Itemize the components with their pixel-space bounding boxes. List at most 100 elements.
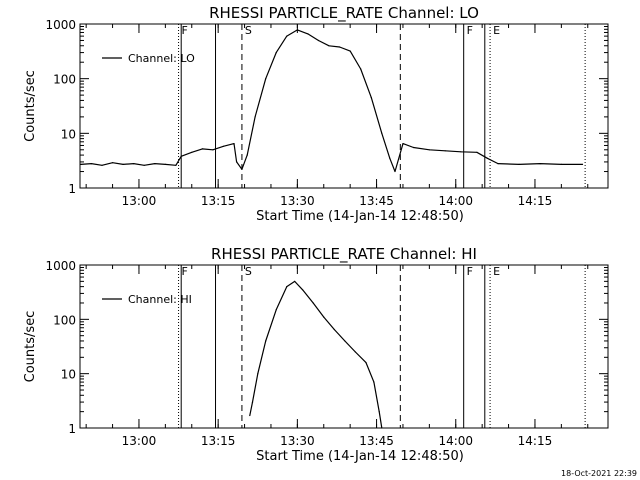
x-tick-label: 14:00 <box>438 434 473 448</box>
y-tick-label: 100 <box>53 73 76 87</box>
marker-label: F <box>467 265 473 278</box>
marker-label: E <box>493 24 500 37</box>
data-point <box>275 52 277 54</box>
data-point <box>476 151 478 153</box>
data-point <box>80 163 82 165</box>
data-point <box>344 340 346 342</box>
marker-label: F <box>467 24 473 37</box>
data-point <box>412 146 415 149</box>
data-point <box>339 46 341 48</box>
plot-frame <box>79 264 609 429</box>
plot-frame <box>79 23 609 189</box>
data-point <box>143 164 145 166</box>
data-point <box>307 33 309 35</box>
data-point <box>241 168 243 170</box>
data-point <box>428 149 430 151</box>
data-point <box>249 414 251 417</box>
data-point <box>286 35 288 37</box>
data-point <box>90 163 92 165</box>
data-point <box>444 150 446 152</box>
data-point <box>373 381 375 383</box>
data-point <box>497 163 499 165</box>
data-point <box>154 163 156 165</box>
data-point <box>286 286 288 288</box>
chart-title: RHESSI PARTICLE_RATE Channel: LO <box>209 4 479 23</box>
x-tick-label: 14:00 <box>438 194 473 208</box>
data-point <box>539 163 541 165</box>
data-point <box>312 302 314 304</box>
legend-label: Channel: HI <box>128 293 192 306</box>
chart-panel-hi: RHESSI PARTICLE_RATE Channel: HI 1 10 100 10… <box>23 245 609 464</box>
data-point <box>317 39 320 42</box>
data-point <box>323 316 325 318</box>
data-point <box>222 145 224 147</box>
marker-label: E <box>493 265 500 278</box>
data-point <box>328 45 330 47</box>
data-point <box>175 164 177 166</box>
chart-title: RHESSI PARTICLE_RATE Channel: HI <box>211 245 477 264</box>
series-line <box>249 280 383 429</box>
x-tick-label: 13:45 <box>359 434 394 448</box>
x-tick-label: 13:15 <box>201 434 236 448</box>
data-point <box>560 163 563 165</box>
marker-label: F <box>182 265 188 278</box>
data-point <box>296 29 298 31</box>
data-point <box>460 151 462 153</box>
data-point <box>265 340 267 342</box>
data-point <box>133 163 135 165</box>
x-axis-label: Start Time (14-Jan-14 12:48:50) <box>256 209 464 224</box>
data-point <box>191 151 193 153</box>
data-point <box>212 149 214 151</box>
data-point <box>122 163 124 165</box>
data-point <box>349 50 351 52</box>
y-tick-label: 10 <box>61 368 76 382</box>
data-point <box>164 163 166 165</box>
generation-timestamp: 18-Oct-2021 22:39 <box>561 469 637 478</box>
data-point <box>246 154 248 156</box>
data-point <box>389 157 391 159</box>
data-point <box>275 309 277 311</box>
data-point <box>254 116 256 118</box>
x-tick-label: 13:15 <box>201 194 236 208</box>
series-line <box>80 29 583 173</box>
data-point <box>365 362 367 364</box>
data-point <box>265 78 267 80</box>
data-point <box>402 143 404 145</box>
data-point <box>112 162 114 164</box>
y-tick-label: 1 <box>68 422 76 436</box>
x-tick-label: 14:15 <box>518 194 553 208</box>
data-point <box>518 163 520 165</box>
y-tick-label: 10 <box>61 127 76 141</box>
x-tick-label: 13:30 <box>280 194 315 208</box>
data-point <box>233 143 235 145</box>
y-tick-label: 100 <box>53 313 76 327</box>
data-point <box>381 132 383 134</box>
data-point <box>302 289 304 291</box>
marker-label: S <box>245 265 252 278</box>
data-point <box>180 155 182 157</box>
marker-label: F <box>182 24 188 37</box>
x-axis-label: Start Time (14-Jan-14 12:48:50) <box>256 449 464 464</box>
x-tick-label: 13:00 <box>122 434 157 448</box>
legend-label: Channel: LO <box>128 52 195 65</box>
marker-label: S <box>245 24 252 37</box>
y-tick-label: 1000 <box>45 259 76 273</box>
data-point <box>370 97 372 99</box>
data-point <box>294 280 296 282</box>
data-point <box>360 68 362 70</box>
x-tick-label: 14:15 <box>518 434 553 448</box>
data-point <box>333 328 335 331</box>
data-point <box>581 163 584 165</box>
data-point <box>201 148 203 150</box>
data-point <box>381 427 383 429</box>
data-point <box>236 161 238 163</box>
x-tick-label: 13:30 <box>280 434 315 448</box>
data-point <box>486 157 488 159</box>
x-tick-label: 13:00 <box>122 194 157 208</box>
x-tick-label: 13:45 <box>359 194 394 208</box>
chart-panel-lo: RHESSI PARTICLE_RATE Channel: LO 1 10 100 10… <box>23 4 609 224</box>
y-axis-label: Counts/sec <box>23 311 38 383</box>
y-axis-label: Counts/sec <box>23 70 38 142</box>
data-point <box>354 351 356 353</box>
